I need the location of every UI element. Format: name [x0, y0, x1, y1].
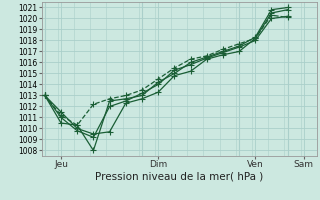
X-axis label: Pression niveau de la mer( hPa ): Pression niveau de la mer( hPa )	[95, 172, 263, 182]
